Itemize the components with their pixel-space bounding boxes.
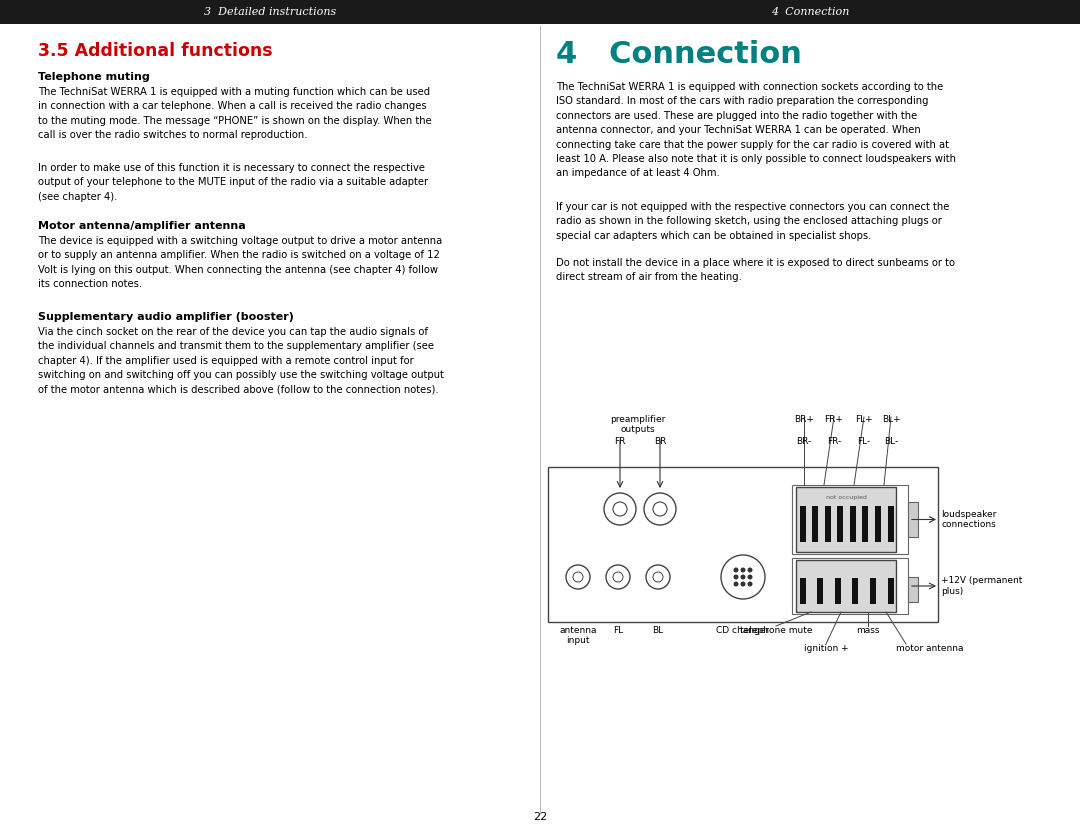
Bar xyxy=(875,506,881,542)
Circle shape xyxy=(613,572,623,582)
Circle shape xyxy=(604,493,636,525)
Text: 3.5 Additional functions: 3.5 Additional functions xyxy=(38,42,272,60)
Text: The TechniSat WERRA 1 is equipped with a muting function which can be used
in co: The TechniSat WERRA 1 is equipped with a… xyxy=(38,87,432,141)
Bar xyxy=(908,502,918,537)
Circle shape xyxy=(606,565,630,589)
Text: Supplementary audio amplifier (booster): Supplementary audio amplifier (booster) xyxy=(38,312,294,322)
Text: ignition +: ignition + xyxy=(804,644,848,653)
Bar xyxy=(888,578,893,604)
Text: +12V (permanent
plus): +12V (permanent plus) xyxy=(941,577,1023,596)
Circle shape xyxy=(733,582,739,587)
Text: CD changer: CD changer xyxy=(716,626,770,635)
Circle shape xyxy=(741,567,745,572)
Bar xyxy=(825,506,831,542)
Circle shape xyxy=(573,572,583,582)
Text: 4  Connection: 4 Connection xyxy=(771,7,849,17)
Text: FL: FL xyxy=(613,626,623,635)
Bar xyxy=(792,558,908,614)
Bar xyxy=(818,578,823,604)
Text: In order to make use of this function it is necessary to connect the respective
: In order to make use of this function it… xyxy=(38,163,428,202)
Bar xyxy=(850,506,855,542)
Text: FL+: FL+ xyxy=(855,415,873,424)
Bar xyxy=(796,487,896,552)
Bar xyxy=(812,506,818,542)
Circle shape xyxy=(747,567,753,572)
Bar xyxy=(888,506,893,542)
Circle shape xyxy=(644,493,676,525)
Circle shape xyxy=(741,575,745,580)
Text: BR+: BR+ xyxy=(794,415,814,424)
Text: If your car is not equipped with the respective connectors you can connect the
r: If your car is not equipped with the res… xyxy=(556,202,949,240)
Text: FL-: FL- xyxy=(858,437,870,446)
Circle shape xyxy=(741,582,745,587)
Circle shape xyxy=(733,567,739,572)
Text: motor antenna: motor antenna xyxy=(896,644,963,653)
Bar xyxy=(837,506,843,542)
Text: not occupied: not occupied xyxy=(825,495,866,500)
Circle shape xyxy=(613,502,627,516)
Text: antenna
input: antenna input xyxy=(559,626,597,646)
Text: BR-: BR- xyxy=(796,437,812,446)
Text: telephone mute: telephone mute xyxy=(740,626,812,635)
Circle shape xyxy=(733,575,739,580)
Text: BR: BR xyxy=(653,437,666,446)
Text: BL+: BL+ xyxy=(881,415,901,424)
Text: Telephone muting: Telephone muting xyxy=(38,72,150,82)
Bar xyxy=(548,467,939,622)
Text: Via the cinch socket on the rear of the device you can tap the audio signals of
: Via the cinch socket on the rear of the … xyxy=(38,327,444,394)
Bar xyxy=(796,560,896,612)
Text: FR-: FR- xyxy=(827,437,841,446)
Text: 22: 22 xyxy=(532,812,548,822)
Text: 4   Connection: 4 Connection xyxy=(556,40,801,69)
Bar xyxy=(908,577,918,602)
Circle shape xyxy=(747,575,753,580)
Text: BL-: BL- xyxy=(883,437,899,446)
Text: loudspeaker
connections: loudspeaker connections xyxy=(941,510,997,529)
Circle shape xyxy=(566,565,590,589)
Text: 3  Detailed instructions: 3 Detailed instructions xyxy=(204,7,336,17)
Bar xyxy=(869,578,876,604)
Circle shape xyxy=(653,572,663,582)
Text: Do not install the device in a place where it is exposed to direct sunbeams or t: Do not install the device in a place whe… xyxy=(556,258,955,282)
Circle shape xyxy=(653,502,667,516)
Text: mass: mass xyxy=(856,626,880,635)
Text: The TechniSat WERRA 1 is equipped with connection sockets according to the
ISO s: The TechniSat WERRA 1 is equipped with c… xyxy=(556,82,956,178)
Bar xyxy=(852,578,859,604)
Text: FR+: FR+ xyxy=(824,415,843,424)
Text: Motor antenna/amplifier antenna: Motor antenna/amplifier antenna xyxy=(38,221,246,231)
Bar xyxy=(799,578,806,604)
Circle shape xyxy=(646,565,670,589)
Circle shape xyxy=(721,555,765,599)
Text: preamplifier
outputs: preamplifier outputs xyxy=(610,415,665,434)
Text: BL: BL xyxy=(652,626,663,635)
Bar xyxy=(792,485,908,554)
Text: FR: FR xyxy=(615,437,625,446)
Circle shape xyxy=(747,582,753,587)
Bar xyxy=(862,506,868,542)
Bar xyxy=(799,506,806,542)
Bar xyxy=(835,578,840,604)
Text: The device is equipped with a switching voltage output to drive a motor antenna
: The device is equipped with a switching … xyxy=(38,236,442,290)
Bar xyxy=(0,0,1080,24)
